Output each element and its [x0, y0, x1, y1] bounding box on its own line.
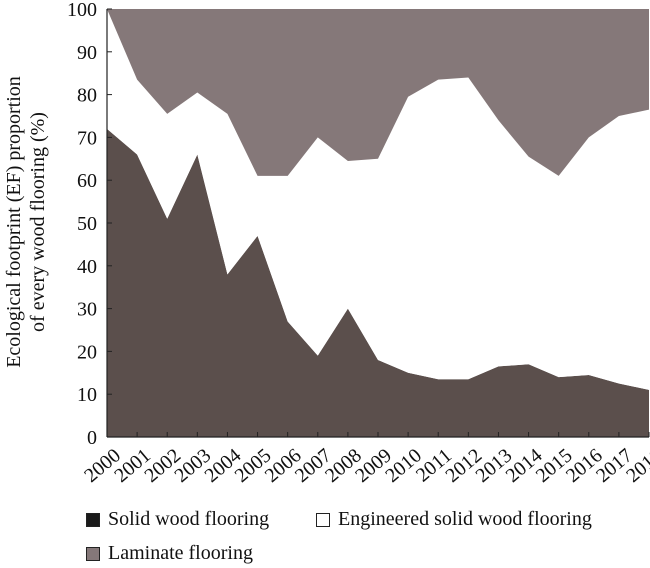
x-axis-ticks: 2000200120022003200420052006200720082009…	[80, 432, 650, 487]
stacked-area-chart: 0 10 20 30 40 50 60 70 80 90 100 20002001200220032…	[3, 0, 650, 487]
legend-item-engineered: Engineered solid wood flooring	[316, 508, 592, 531]
legend-swatch-solid-wood	[86, 512, 100, 527]
y-tick-label: 50	[77, 213, 97, 235]
legend-item-solid-wood: Solid wood flooring	[86, 508, 269, 531]
y-tick-label: 70	[77, 127, 97, 149]
legend-swatch-engineered	[316, 512, 330, 527]
y-tick-label: 80	[77, 85, 97, 107]
legend-label-engineered: Engineered solid wood flooring	[338, 508, 592, 530]
y-axis-ticks: 0 10 20 30 40 50 60 70 80 90 100	[67, 0, 112, 449]
legend-label-solid-wood: Solid wood flooring	[108, 508, 270, 530]
area-engineered-solid-wood-flooring	[107, 9, 649, 390]
y-tick-label: 20	[77, 341, 97, 363]
legend-label-laminate: Laminate flooring	[108, 542, 253, 564]
y-tick-label: 30	[77, 299, 97, 321]
legend: Solid wood flooring Engineered solid woo…	[0, 505, 650, 568]
area-layers	[107, 9, 649, 437]
y-tick-label: 100	[67, 0, 97, 21]
y-tick-label: 90	[77, 42, 97, 64]
area-solid-wood-flooring	[107, 128, 649, 437]
y-tick-label: 10	[77, 384, 97, 406]
legend-swatch-laminate	[86, 546, 100, 561]
y-axis-title-line2: of every wood flooring (%)	[27, 112, 49, 332]
y-tick-label: 0	[87, 427, 97, 449]
y-tick-label: 60	[77, 170, 97, 192]
y-tick-label: 40	[77, 256, 97, 278]
area-laminate-flooring	[107, 9, 649, 176]
y-axis-title-line1: Ecological footprint (EF) proportion	[3, 76, 25, 368]
legend-item-laminate: Laminate flooring	[86, 542, 253, 565]
